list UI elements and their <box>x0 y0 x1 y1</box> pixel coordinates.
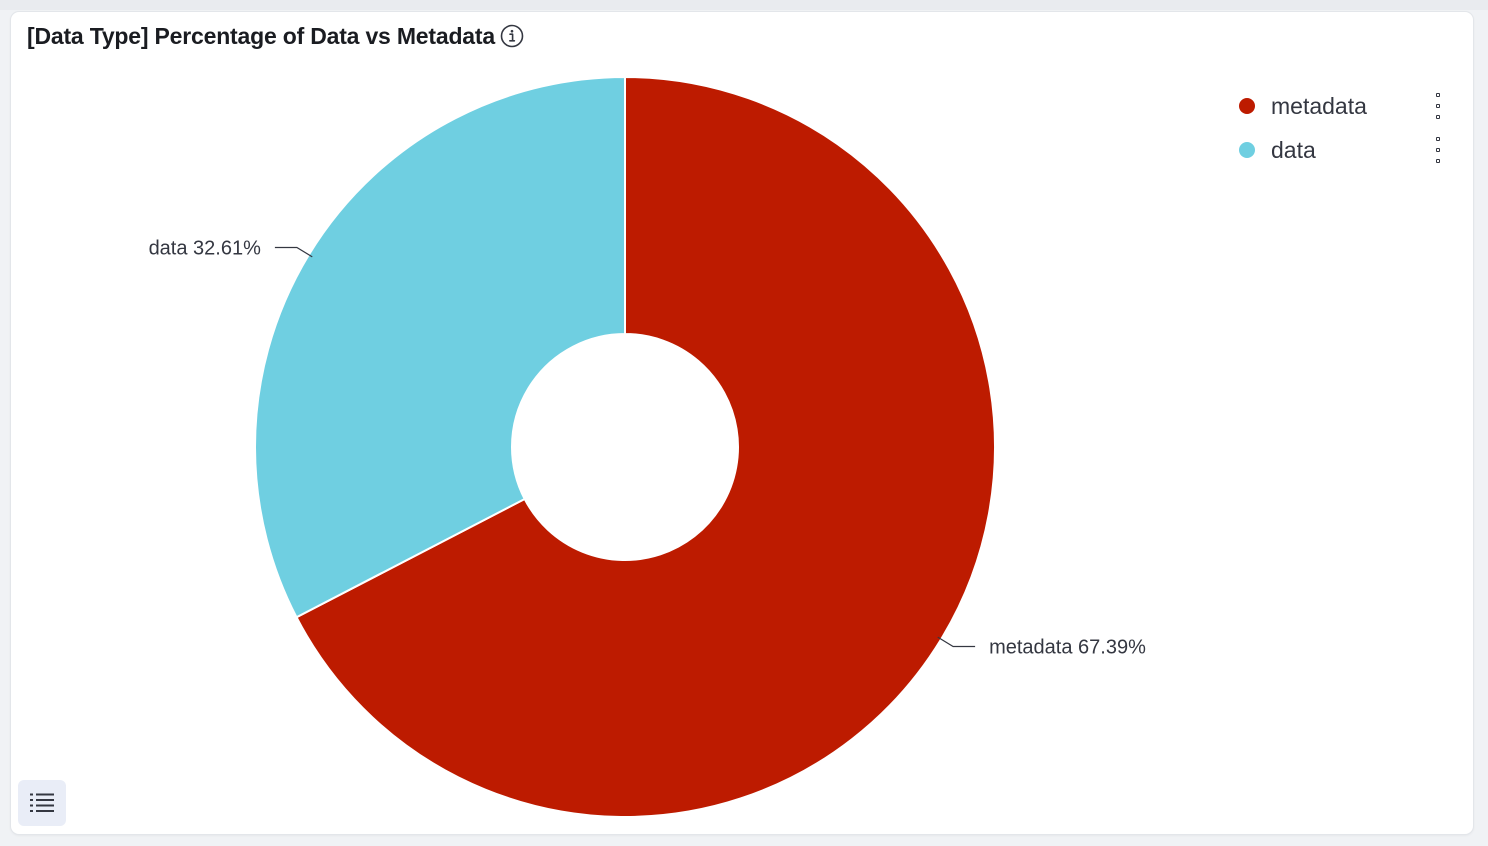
chart-legend: metadata data <box>1233 84 1453 172</box>
pie-slice-metadata[interactable] <box>295 75 996 818</box>
vertical-dots-icon[interactable] <box>1433 137 1443 163</box>
slice-label-metadata: metadata 67.39% <box>989 637 1146 659</box>
donut-chart: metadata 67.39% data 32.61% <box>149 75 1146 818</box>
legend-item-data[interactable]: data <box>1233 128 1453 172</box>
top-strip <box>0 0 1488 10</box>
legend-swatch-metadata <box>1239 98 1255 114</box>
legend-toggle-button[interactable] <box>18 780 66 826</box>
legend-swatch-data <box>1239 142 1255 158</box>
slice-label-data: data 32.61% <box>149 237 262 259</box>
panel-header: [Data Type] Percentage of Data vs Metada… <box>27 21 525 51</box>
chart-panel: metadata 67.39% data 32.61% [Data Type] P… <box>11 12 1473 834</box>
legend-item-metadata[interactable]: metadata <box>1233 84 1453 128</box>
vertical-dots-icon[interactable] <box>1433 93 1443 119</box>
slice-leader-line-data <box>274 246 313 258</box>
list-icon <box>30 793 54 812</box>
slice-leader-line-metadata <box>937 636 976 648</box>
legend-label-metadata: metadata <box>1271 92 1367 119</box>
info-icon[interactable] <box>499 23 525 49</box>
pie-slice-data[interactable] <box>254 75 626 619</box>
panel-title: [Data Type] Percentage of Data vs Metada… <box>27 22 495 49</box>
legend-label-data: data <box>1271 136 1316 163</box>
